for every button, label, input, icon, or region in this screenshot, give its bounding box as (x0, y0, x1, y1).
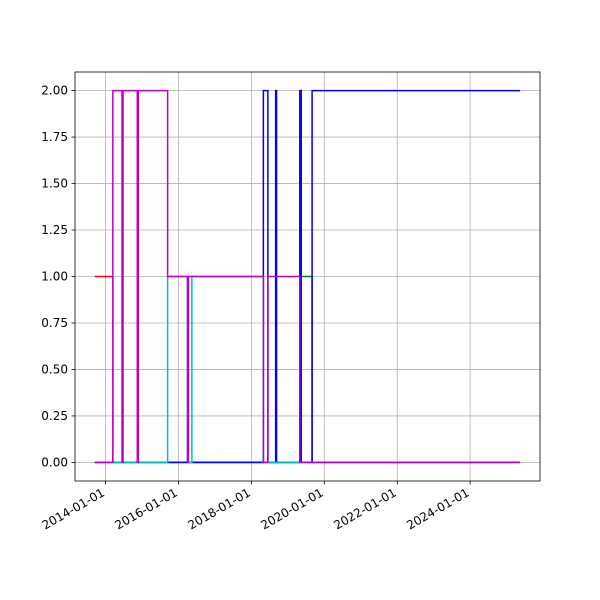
x-tick-label: 2016-01-01 (113, 485, 180, 532)
series-line (94, 89, 521, 464)
y-tick-label: 0.25 (41, 409, 68, 423)
x-tick-label: 2018-01-01 (185, 485, 252, 532)
y-tick-label: 1.75 (41, 130, 68, 144)
y-tick-label: 0.50 (41, 362, 68, 376)
plot-frame (74, 71, 541, 482)
y-tick-label: 1.00 (41, 270, 68, 284)
x-tick-label: 2022-01-01 (331, 485, 398, 532)
y-tick-label: 1.50 (41, 177, 68, 191)
y-tick-label: 0.00 (41, 455, 68, 469)
series-line (94, 275, 521, 464)
y-tick-label: 0.75 (41, 316, 68, 330)
x-tick-label: 2024-01-01 (404, 485, 471, 532)
y-tick-label: 1.25 (41, 223, 68, 237)
y-tick-label: 2.00 (41, 84, 68, 98)
x-tick-label: 2020-01-01 (258, 485, 325, 532)
x-tick-label: 2014-01-01 (40, 485, 107, 532)
